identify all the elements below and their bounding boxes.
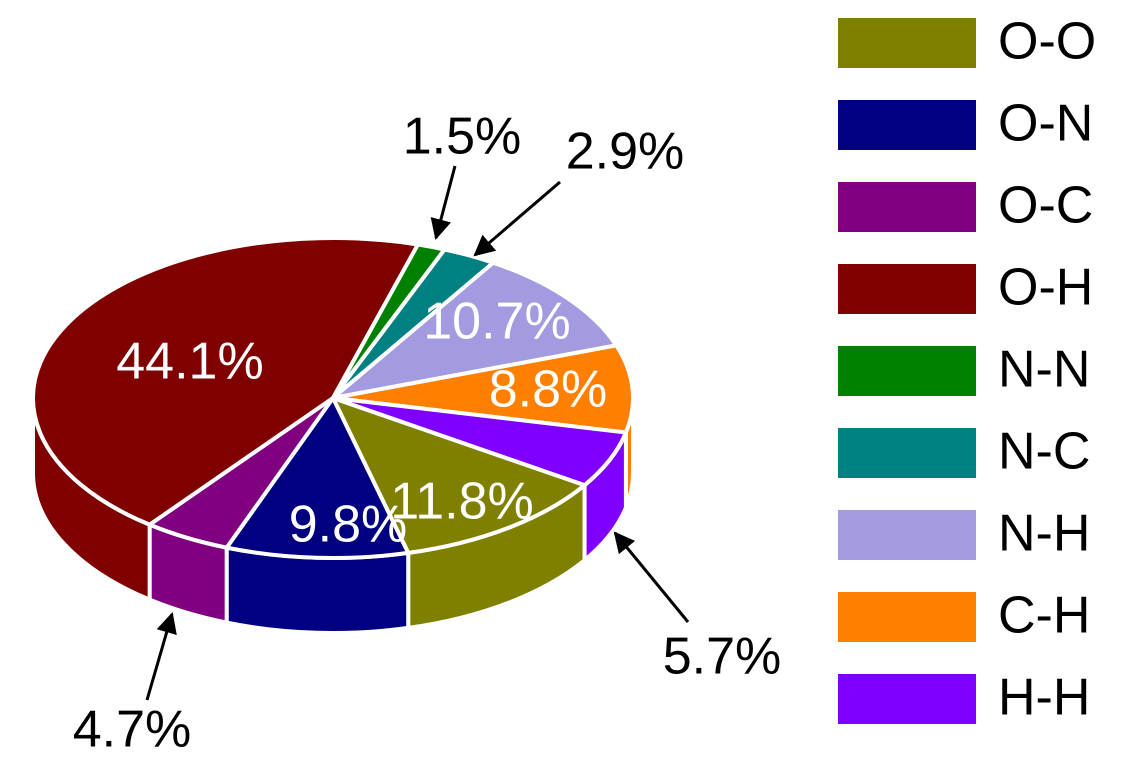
slice [332,396,629,488]
legend-swatch [838,100,976,150]
slice [325,260,620,402]
legend-label: O-O [998,13,1096,71]
legend-swatch [838,182,976,232]
label-arrow [473,180,561,257]
legend-label: H-H [998,669,1090,727]
legend-swatch [838,264,976,314]
slice [332,343,635,435]
legend-swatch [838,18,976,68]
pie-labels: 11.8%9.8% 4.7% 44.1% 1.5% 2.9% 10.7% 8.8% 5.7% [73,108,782,757]
legend-label: O-C [998,177,1093,235]
legend-label: C-H [998,587,1090,645]
data-label: 5.7% [663,628,782,686]
label-arrow [613,531,690,623]
label-arrow [430,165,457,241]
slice-side [224,545,411,635]
data-label: 10.7% [423,293,570,351]
label-arrow [145,611,177,701]
legend-label: O-H [998,259,1093,317]
legend-label: N-N [998,341,1090,399]
data-label: 4.7% [73,701,192,757]
data-label: 9.8% [289,496,408,554]
legend-swatch [838,592,976,642]
legend-label: N-C [998,423,1090,481]
legend-swatch [838,346,976,396]
pie-tops [31,235,635,560]
data-label: 2.9% [566,123,685,181]
data-label: 44.1% [116,333,263,391]
slice [329,394,589,556]
slice [31,235,422,527]
legend-label: N-H [998,505,1090,563]
legend-label: O-N [998,95,1093,153]
legend-swatch [838,510,976,560]
legend-swatch [838,674,976,724]
data-label: 11.8% [390,473,534,531]
data-label: 8.8% [489,361,608,419]
data-label: 1.5% [403,108,522,166]
legend-swatch [838,428,976,478]
slice [223,394,412,560]
legend: O-O O-N O-C O-H N-N N-C N-H C-H H-H [838,13,1096,727]
